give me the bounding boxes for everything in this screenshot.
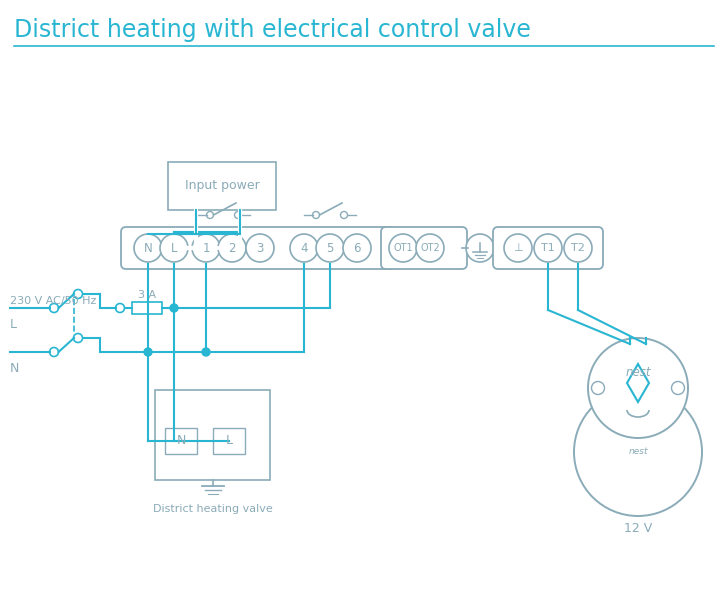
Text: 3: 3	[256, 242, 264, 254]
FancyBboxPatch shape	[132, 302, 162, 314]
Circle shape	[504, 234, 532, 262]
Text: 12 V: 12 V	[624, 522, 652, 535]
Circle shape	[134, 234, 162, 262]
FancyBboxPatch shape	[168, 162, 276, 210]
FancyBboxPatch shape	[381, 227, 467, 269]
Circle shape	[592, 381, 604, 394]
Text: 4: 4	[300, 242, 308, 254]
Polygon shape	[627, 364, 649, 402]
Text: OT2: OT2	[420, 243, 440, 253]
Text: 3 A: 3 A	[138, 290, 156, 300]
Circle shape	[74, 333, 82, 343]
Circle shape	[246, 234, 274, 262]
Text: T1: T1	[541, 243, 555, 253]
Circle shape	[671, 381, 684, 394]
Circle shape	[192, 234, 220, 262]
Circle shape	[144, 348, 152, 356]
Circle shape	[234, 211, 242, 219]
Text: ⊥: ⊥	[513, 243, 523, 253]
Text: T2: T2	[571, 243, 585, 253]
Circle shape	[50, 304, 58, 312]
FancyBboxPatch shape	[121, 227, 396, 269]
Text: L: L	[171, 242, 177, 254]
Text: District heating with electrical control valve: District heating with electrical control…	[14, 18, 531, 42]
Circle shape	[466, 234, 494, 262]
Circle shape	[170, 304, 178, 312]
Circle shape	[312, 211, 320, 219]
Text: nest: nest	[628, 447, 648, 457]
Circle shape	[202, 348, 210, 356]
Circle shape	[50, 347, 58, 356]
Circle shape	[160, 234, 188, 262]
Circle shape	[389, 234, 417, 262]
Text: nest: nest	[625, 365, 651, 378]
Text: N: N	[143, 242, 152, 254]
Circle shape	[574, 388, 702, 516]
Circle shape	[207, 211, 213, 219]
FancyBboxPatch shape	[213, 428, 245, 454]
Circle shape	[588, 338, 688, 438]
Text: District heating valve: District heating valve	[153, 504, 272, 514]
Text: 230 V AC/50 Hz: 230 V AC/50 Hz	[10, 296, 96, 306]
Circle shape	[316, 234, 344, 262]
Circle shape	[116, 304, 124, 312]
Text: OT1: OT1	[393, 243, 413, 253]
Circle shape	[341, 211, 347, 219]
FancyBboxPatch shape	[493, 227, 603, 269]
Text: Input power: Input power	[185, 179, 259, 192]
Circle shape	[290, 234, 318, 262]
Text: 1: 1	[202, 242, 210, 254]
Text: L: L	[10, 318, 17, 331]
Text: 5: 5	[326, 242, 333, 254]
Circle shape	[564, 234, 592, 262]
Text: L: L	[226, 434, 232, 447]
Text: N: N	[10, 362, 20, 375]
Circle shape	[416, 234, 444, 262]
Text: N: N	[176, 434, 186, 447]
Text: 6: 6	[353, 242, 361, 254]
FancyBboxPatch shape	[155, 390, 270, 480]
Circle shape	[534, 234, 562, 262]
Circle shape	[74, 289, 82, 299]
Text: 2: 2	[229, 242, 236, 254]
Circle shape	[343, 234, 371, 262]
Circle shape	[218, 234, 246, 262]
FancyBboxPatch shape	[165, 428, 197, 454]
